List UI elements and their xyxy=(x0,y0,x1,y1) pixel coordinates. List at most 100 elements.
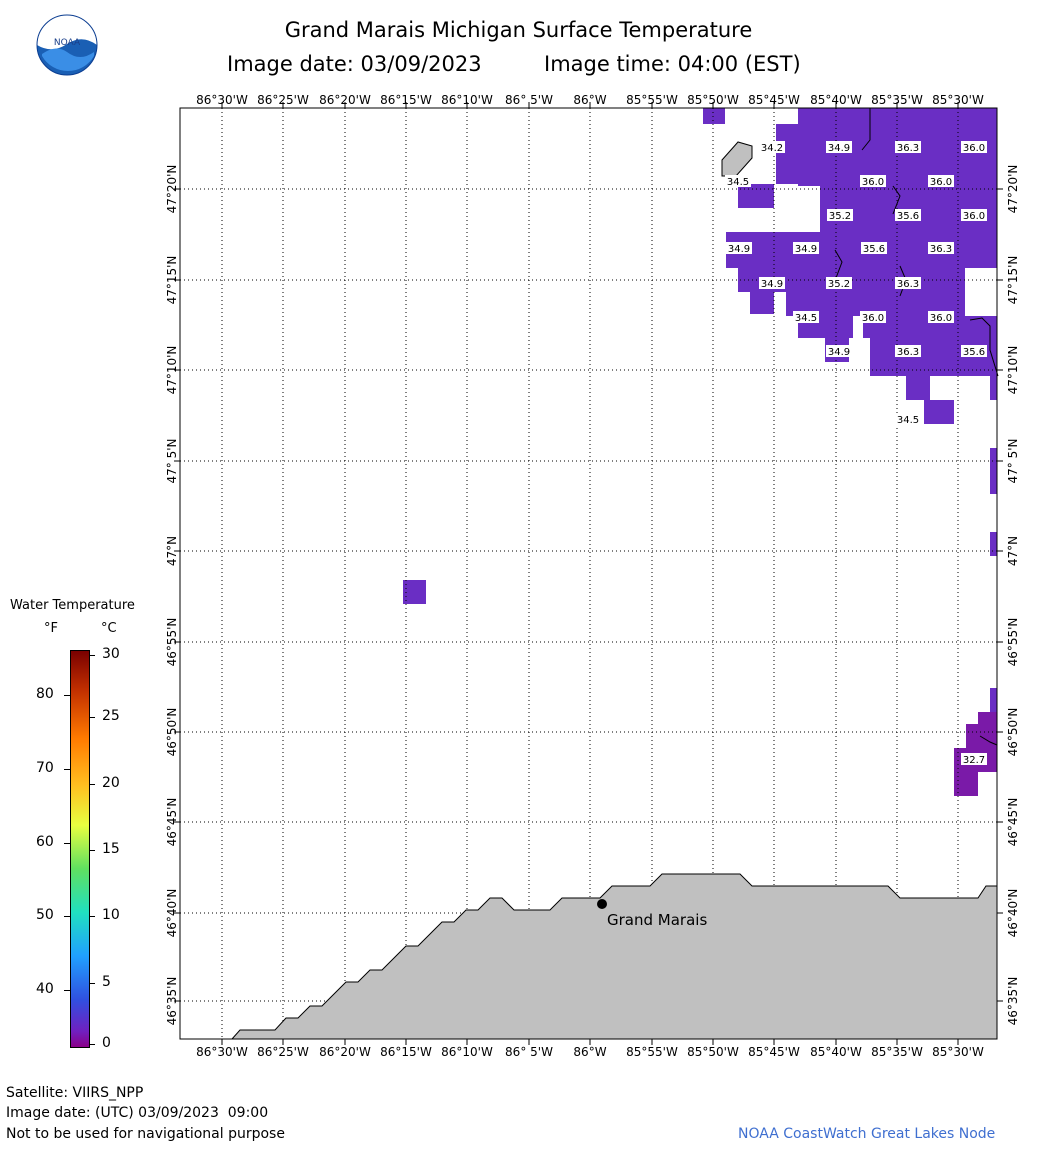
value-label-bg xyxy=(895,277,921,289)
value-label-bg xyxy=(961,141,987,153)
value-label-bg xyxy=(725,175,751,187)
legend-tick-mark xyxy=(64,916,70,917)
longitude-label: 86°W xyxy=(573,1045,606,1059)
longitude-labels-top: 86°30'W 86°25'W 86°20'W 86°15'W 86°10'W 86° 5… xyxy=(196,93,984,107)
longitude-label: 86°30'W xyxy=(196,1045,248,1059)
longitude-label: 86°15'W xyxy=(380,1045,432,1059)
value-label-bg xyxy=(860,311,886,323)
latitude-label: 46°45'N xyxy=(165,798,179,847)
legend-c-tick: 0 xyxy=(102,1035,111,1051)
disclaimer: Not to be used for navigational purpose xyxy=(6,1126,285,1142)
svg-text:NOAA: NOAA xyxy=(54,38,81,48)
legend-tick-mark xyxy=(89,916,95,917)
image-time-label: Image time: 04:00 (EST) xyxy=(544,52,801,76)
legend-tick-mark xyxy=(64,990,70,991)
latitude-label: 47°15'N xyxy=(1006,256,1020,305)
longitude-label: 85°35'W xyxy=(871,1045,923,1059)
credit-link[interactable]: NOAA CoastWatch Great Lakes Node xyxy=(738,1126,996,1142)
latitude-label: 47° 5'N xyxy=(1006,439,1020,484)
value-label-bg xyxy=(895,141,921,153)
temperature-value: 34.9 xyxy=(828,347,850,358)
temperature-value: 36.0 xyxy=(862,177,884,188)
longitude-label: 86°20'W xyxy=(319,93,371,107)
legend-f-tick: 70 xyxy=(36,760,54,776)
value-label-bg xyxy=(793,242,819,254)
temperature-value: 34.9 xyxy=(795,244,817,255)
latitude-label: 46°50'N xyxy=(1006,708,1020,757)
place-label: Grand Marais xyxy=(607,911,707,929)
legend-c-tick: 10 xyxy=(102,907,120,923)
longitude-label: 85°40'W xyxy=(810,93,862,107)
utc-date-label: Image date: (UTC) 03/09/2023 09:00 xyxy=(6,1105,269,1121)
value-label-bg xyxy=(860,175,886,187)
legend-tick-mark xyxy=(89,850,95,851)
latitude-label: 47°20'N xyxy=(1006,165,1020,214)
longitude-label: 85°30'W xyxy=(932,1045,984,1059)
latitude-label: 47°N xyxy=(1006,536,1020,566)
grand-marais-marker xyxy=(597,899,607,909)
temperature-value: 36.0 xyxy=(963,143,985,154)
longitude-label: 85°30'W xyxy=(932,93,984,107)
value-label-bg xyxy=(961,345,987,357)
longitude-label: 85°50'W xyxy=(687,93,739,107)
legend-c-tick: 20 xyxy=(102,775,120,791)
legend-c-tick: 25 xyxy=(102,708,120,724)
latitude-label: 47°10'N xyxy=(165,346,179,395)
isotherm-contours xyxy=(834,108,999,746)
longitude-label: 86°10'W xyxy=(441,93,493,107)
legend-f-tick: 60 xyxy=(36,834,54,850)
temperature-value: 36.0 xyxy=(930,177,952,188)
temperature-value: 32.7 xyxy=(963,755,985,766)
value-label-bg xyxy=(928,242,954,254)
temperature-value: 36.0 xyxy=(930,313,952,324)
latitude-label: 46°55'N xyxy=(1006,618,1020,667)
legend-unit-f: °F xyxy=(44,621,58,636)
legend-c-tick: 15 xyxy=(102,841,120,857)
legend-f-tick: 50 xyxy=(36,907,54,923)
temperature-value: 34.5 xyxy=(727,177,749,188)
temperature-value: 36.3 xyxy=(897,279,919,290)
temperature-value: 36.3 xyxy=(897,143,919,154)
longitude-label: 86°W xyxy=(573,93,606,107)
legend-tick-mark xyxy=(89,784,95,785)
legend-tick-mark xyxy=(89,1044,95,1045)
longitude-label: 85°50'W xyxy=(687,1045,739,1059)
latitude-label: 46°40'N xyxy=(1006,889,1020,938)
legend-c-tick: 5 xyxy=(102,974,111,990)
latitude-label: 47°15'N xyxy=(165,256,179,305)
map-frame xyxy=(179,107,998,1040)
longitude-label: 86°25'W xyxy=(257,93,309,107)
value-label-bg xyxy=(928,175,954,187)
longitude-label: 85°55'W xyxy=(626,93,678,107)
graticule xyxy=(174,102,1003,1045)
value-label-bg xyxy=(793,311,819,323)
noaa-logo: NOAA xyxy=(36,14,98,76)
temperature-value: 36.3 xyxy=(897,347,919,358)
value-label-bg xyxy=(895,209,921,221)
longitude-label: 86°20'W xyxy=(319,1045,371,1059)
value-label-bg xyxy=(826,345,852,357)
temperature-value: 36.3 xyxy=(930,244,952,255)
legend-unit-c: °C xyxy=(101,621,117,636)
value-label-bg xyxy=(895,413,921,425)
island-land xyxy=(721,141,753,177)
color-scale-bar xyxy=(70,650,90,1048)
latitude-label: 46°35'N xyxy=(1006,977,1020,1026)
temperature-value: 35.6 xyxy=(963,347,985,358)
temperature-value-labels: 34.2 34.9 36.3 36.0 34.5 36.0 36.0 35.2 35.6 36.0… xyxy=(725,141,987,766)
temperature-value: 34.5 xyxy=(795,313,817,324)
latitude-label: 46°40'N xyxy=(165,889,179,938)
temperature-value: 35.2 xyxy=(828,279,850,290)
latitude-label: 46°45'N xyxy=(1006,798,1020,847)
coast-land xyxy=(230,873,998,1040)
longitude-label: 85°40'W xyxy=(810,1045,862,1059)
latitude-label: 46°55'N xyxy=(165,618,179,667)
value-label-bg xyxy=(759,141,785,153)
value-label-bg xyxy=(827,209,853,221)
latitude-labels-left: 47°20'N 47°15'N 47°10'N 47° 5'N 47°N 46°55'N 4… xyxy=(165,165,179,1026)
legend-tick-mark xyxy=(89,983,95,984)
longitude-label: 85°45'W xyxy=(748,1045,800,1059)
longitude-labels-bottom: 86°30'W 86°25'W 86°20'W 86°15'W 86°10'W 86° 5… xyxy=(196,1045,984,1059)
latitude-labels-right: 47°20'N 47°15'N 47°10'N 47° 5'N 47°N 46°55'N 4… xyxy=(1006,165,1020,1026)
latitude-label: 47° 5'N xyxy=(165,439,179,484)
